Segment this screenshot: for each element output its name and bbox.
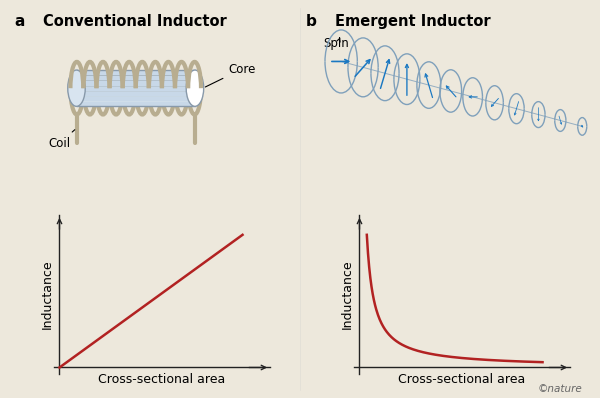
Text: Spin: Spin	[323, 37, 349, 50]
Y-axis label: Inductance: Inductance	[341, 260, 354, 329]
Text: ©nature: ©nature	[537, 384, 582, 394]
Text: Coil: Coil	[49, 130, 75, 150]
Text: Conventional Inductor: Conventional Inductor	[43, 14, 226, 29]
Text: a: a	[14, 14, 25, 29]
Ellipse shape	[186, 70, 203, 106]
X-axis label: Cross-sectional area: Cross-sectional area	[398, 373, 526, 386]
Text: b: b	[306, 14, 317, 29]
Ellipse shape	[68, 70, 85, 106]
Text: Core: Core	[205, 62, 256, 87]
Y-axis label: Inductance: Inductance	[41, 260, 54, 329]
Text: Emergent Inductor: Emergent Inductor	[335, 14, 491, 29]
X-axis label: Cross-sectional area: Cross-sectional area	[98, 373, 226, 386]
Polygon shape	[77, 70, 195, 106]
